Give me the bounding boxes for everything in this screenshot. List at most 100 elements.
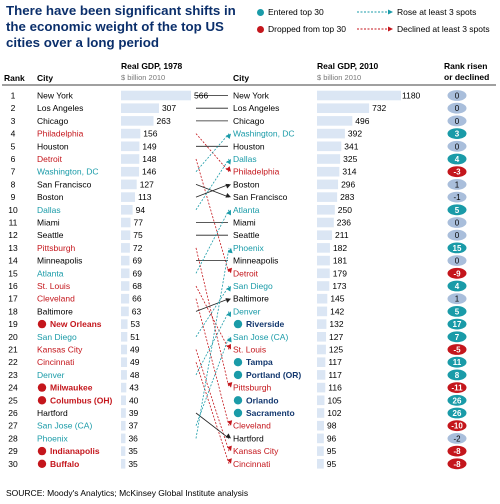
bar-2010 [317,357,326,367]
legend-declined-line [357,26,393,32]
connector-arrowhead [227,445,232,452]
rank-number: 24 [8,383,18,393]
rank-number: 9 [11,192,16,202]
rank-number: 22 [8,357,18,367]
bar-2010 [317,116,353,126]
city-1978-boston: Boston [37,192,64,202]
rank-change-value: -8 [453,460,461,469]
city-2010-cleveland: Cleveland [233,421,271,431]
city-1978-washington-dc: Washington, DC [37,167,99,177]
rank-change-badge [447,153,467,165]
value-2010: 283 [340,192,354,202]
value-1978: 72 [133,243,143,253]
city-1978-baltimore: Baltimore [37,306,73,316]
value-1978: 566 [194,91,208,101]
value-1978: 51 [130,332,140,342]
value-2010: 95 [327,459,337,469]
value-1978: 39 [129,408,139,418]
bar-1978 [121,128,141,139]
bar-1978 [121,243,130,253]
city-2010-cincinnati: Cincinnati [233,459,270,469]
bar-2010 [317,395,325,406]
rank-change-value: -8 [453,447,461,456]
value-2010: 117 [328,370,342,380]
rank-change-badge [447,179,467,190]
connector-arrowhead [227,382,233,388]
city-1978-cleveland: Cleveland [37,294,75,304]
connector-arrowhead [226,159,231,165]
city-1978-pittsburgh: Pittsburgh [37,243,76,253]
header-change-line2: or declined [444,72,489,82]
rank-number: 8 [11,179,16,189]
bar-1978 [121,382,127,393]
value-2010: 96 [327,433,337,443]
rank-change-value: 3 [455,130,460,139]
connector-arrowhead [227,458,232,464]
rank-change-badge [447,255,467,266]
bar-1978 [121,306,129,317]
value-2010: 341 [344,141,358,151]
rank-change-badge [447,394,467,406]
value-2010: 116 [328,383,342,393]
rank-change-value: 7 [455,333,460,342]
city-1978-new-york: New York [37,91,74,101]
city-2010-phoenix: Phoenix [233,243,264,253]
value-1978: 146 [142,167,156,177]
rank-change-value: -9 [453,269,461,278]
header-rank: Rank [4,73,25,83]
legend-dropped-marker [257,26,264,33]
rank-number: 27 [8,421,18,431]
connector-arrowhead [226,343,231,350]
bar-2010 [317,446,324,456]
connector-arrowhead [225,192,231,198]
bar-1978 [121,268,130,279]
value-1978: 49 [130,345,140,355]
rank-change-value: 26 [453,409,462,418]
rank-number: 20 [8,332,18,342]
connector-arrowhead [225,183,231,189]
city-1978-hartford: Hartford [37,408,68,418]
rank-change-value: 5 [455,206,460,215]
bar-1978 [121,255,130,266]
rank-number: 30 [8,459,18,469]
bar-1978 [121,205,133,215]
value-2010: 125 [329,345,343,355]
bar-2010 [317,459,324,469]
city-1978-kansas-city: Kansas City [37,345,83,355]
rank-change-value: 0 [455,117,460,126]
bar-1978 [121,90,191,101]
city-1978-chicago: Chicago [37,116,68,126]
dropped-marker [37,446,47,456]
legend-rose-label: Rose at least 3 spots [397,7,477,17]
city-2010-pittsburgh: Pittsburgh [233,383,272,393]
bar-1978 [121,192,135,202]
bar-1978 [121,293,130,304]
bar-1978 [121,319,128,329]
rank-change-value: 17 [453,320,462,329]
rank-number: 25 [8,395,18,405]
bar-1978 [121,332,128,342]
connector-phoenix [195,247,230,439]
value-1978: 263 [157,116,171,126]
city-1978-miami: Miami [37,218,60,228]
connector-boston [195,184,230,198]
bar-1978 [121,179,137,190]
dropped-marker [37,459,47,468]
rank-number: 14 [8,256,18,266]
rank-change-value: 4 [455,282,460,291]
connector-arrowhead [225,298,231,303]
rank-rows: 1234567891011121314151617181920212223242… [8,90,467,470]
city-2010-denver: Denver [233,306,261,316]
rank-change-badge [447,280,467,292]
connector-cincinnati [195,362,230,464]
bar-1978 [121,281,130,291]
city-2010-new-york: New York [233,91,270,101]
rank-number: 6 [11,154,16,164]
bar-2010 [317,166,340,177]
value-1978: 307 [162,103,176,113]
city-2010-baltimore: Baltimore [233,294,269,304]
rank-number: 3 [11,116,16,126]
bar-1978 [121,446,126,456]
rank-change-badge [447,166,467,178]
rank-change-badge [447,306,467,317]
